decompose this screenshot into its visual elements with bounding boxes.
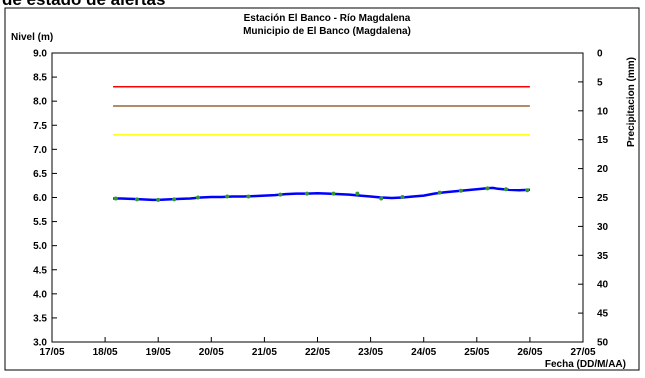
y2-tick-label: 10 (597, 106, 609, 117)
data-point (355, 191, 360, 196)
y-tick-label: 3.0 (33, 338, 47, 349)
y2-tick-label: 5 (597, 77, 603, 88)
y-tick-label: 6.5 (33, 169, 47, 180)
data-point (504, 187, 509, 192)
y2-tick-label: 35 (597, 251, 609, 262)
alert-lines (113, 85, 530, 136)
data-point (379, 196, 384, 201)
data-point (172, 197, 177, 202)
y-tick-label: 5.0 (33, 241, 47, 252)
x-tick-label: 23/05 (358, 347, 383, 358)
x-tick-label: 25/05 (464, 347, 489, 358)
data-point (156, 197, 161, 202)
y2-tick-label: 40 (597, 280, 609, 291)
y-tick-label: 6.0 (33, 193, 47, 204)
chart-title: Estación El Banco - Río Magdalena (244, 13, 411, 24)
x-tick-label: 19/05 (146, 347, 171, 358)
data-point (458, 188, 463, 193)
y2-tick-label: 50 (597, 338, 609, 349)
data-point (134, 197, 139, 202)
y-tick-label: 7.0 (33, 145, 47, 156)
chart-subtitle: Municipio de El Banco (Magdalena) (243, 26, 411, 37)
y-tick-label: 8.5 (33, 73, 47, 84)
data-point (437, 190, 442, 195)
data-point (278, 192, 283, 197)
series-group (113, 186, 530, 202)
x-tick-label: 27/05 (570, 347, 595, 358)
data-point (525, 188, 530, 193)
y2-tick-label: 45 (597, 309, 609, 320)
series-layer (113, 186, 530, 202)
data-point (225, 194, 230, 199)
y-tick-label: 4.5 (33, 265, 47, 276)
y-tick-label: 3.5 (33, 313, 47, 324)
data-point (400, 195, 405, 200)
y2-tick-label: 0 (597, 49, 603, 60)
axes-ticks: 3.0 3.5 4.0 4.5 5.0 5.5 6.0 6.5 7.0 7.5 8.0 8.5 9.0 0… (33, 49, 608, 359)
y2-tick-label: 25 (597, 193, 609, 204)
x-tick-label: 22/05 (305, 347, 330, 358)
x-tick-label: 17/05 (39, 347, 64, 358)
series-line (113, 186, 530, 202)
x-tick-label: 24/05 (411, 347, 436, 358)
x-tick-label: 26/05 (517, 347, 542, 358)
y-tick-label: 4.0 (33, 289, 47, 300)
data-point (304, 191, 309, 196)
data-point (113, 196, 118, 201)
x-axis-label: Fecha (DD/M/AA) (545, 359, 626, 370)
y-tick-label: 7.5 (33, 121, 47, 132)
y2-tick-label: 15 (597, 135, 609, 146)
x-tick-label: 20/05 (199, 347, 224, 358)
x-tick-label: 18/05 (93, 347, 118, 358)
data-point (331, 191, 336, 196)
series-group (113, 186, 530, 202)
y2-tick-label: 30 (597, 222, 609, 233)
data-point (196, 195, 201, 200)
clipped-heading: de estado de alertas (2, 0, 165, 9)
data-point (246, 194, 251, 199)
y2-axis-label: Precipitacion (mm) (626, 57, 637, 147)
x-tick-label: 21/05 (252, 347, 277, 358)
y-tick-label: 5.5 (33, 217, 47, 228)
y-tick-label: 9.0 (33, 49, 47, 60)
y-axis-label: Nivel (m) (11, 32, 53, 43)
chart-frame (4, 7, 640, 371)
data-point (485, 186, 490, 191)
y2-tick-label: 20 (597, 164, 609, 175)
y-tick-label: 8.0 (33, 97, 47, 108)
